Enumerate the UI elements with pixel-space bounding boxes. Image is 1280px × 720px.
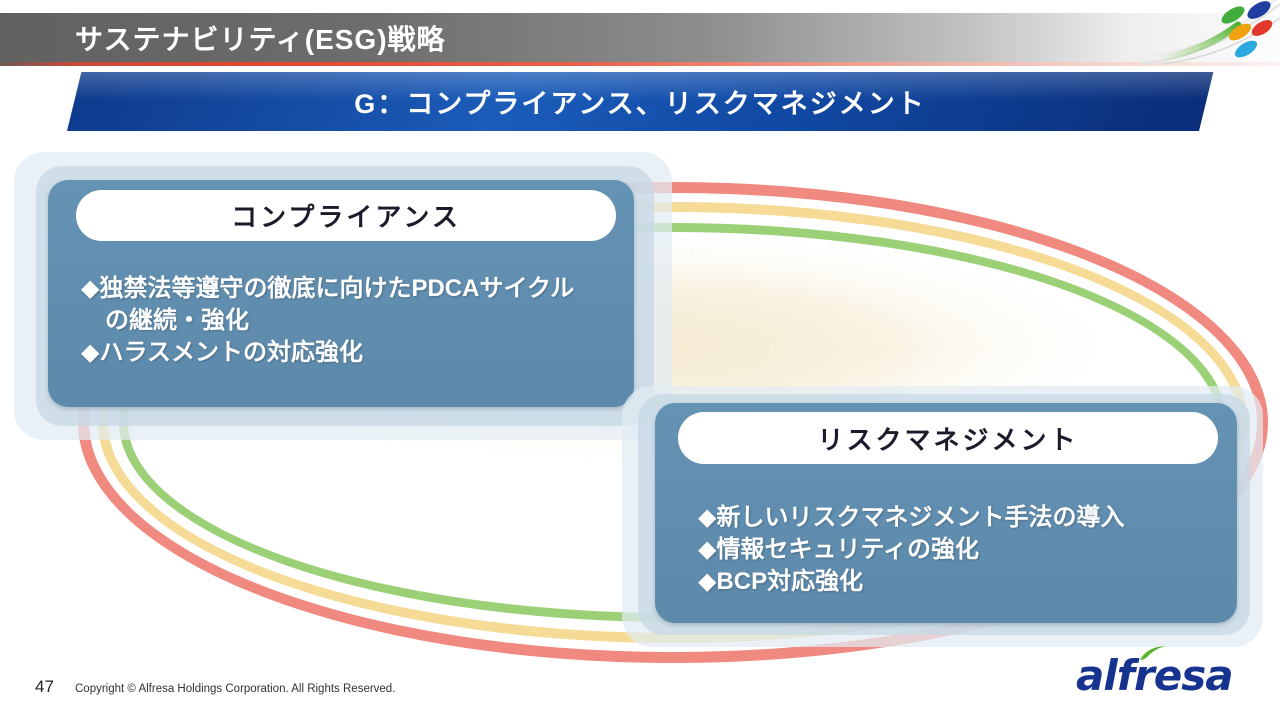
risk-card: リスクマネジメント ◆新しいリスクマネジメント手法の導入 ◆情報セキュリティの強… [655,403,1237,623]
bullet-line: ◆ハラスメントの対応強化 [81,339,363,366]
leaf-icon-red [1251,20,1273,36]
compliance-card-bullets: ◆独禁法等遵守の徹底に向けたPDCAサイクル の継続・強化 ◆ハラスメントの対応… [81,273,628,369]
alfresa-emblem-graphic [1140,0,1280,64]
page-number: 47 [35,677,54,696]
risk-card-title: リスクマネジメント [678,412,1218,464]
alfresa-logo-text: alfresa [1076,651,1234,700]
leaf-icons [1221,1,1273,58]
leaf-icon-cyan [1234,40,1258,58]
bullet-line: の継続・強化 [105,307,249,334]
section-banner: G：コンプライアンス、リスクマネジメント [67,72,1214,131]
alfresa-logo: alfresa [1076,646,1236,704]
bullet-line: ◆独禁法等遵守の徹底に向けたPDCAサイクル [81,275,575,302]
leaf-icon [1140,646,1165,660]
header-bar: サステナビリティ(ESG)戦略 [0,13,1280,62]
header-underline-accent [0,62,1280,66]
section-banner-title: G：コンプライアンス、リスクマネジメント [354,89,926,119]
compliance-card-title: コンプライアンス [76,190,616,241]
risk-card-bullets: ◆新しいリスクマネジメント手法の導入 ◆情報セキュリティの強化 ◆BCP対応強化 [698,502,1231,598]
bullet-line: ◆新しいリスクマネジメント手法の導入 [698,504,1125,531]
green-swoosh [1154,21,1242,64]
page-title: サステナビリティ(ESG)戦略 [75,23,446,55]
copyright-text: Copyright © Alfresa Holdings Corporation… [75,683,396,695]
compliance-card: コンプライアンス ◆独禁法等遵守の徹底に向けたPDCAサイクル の継続・強化 ◆… [48,180,634,407]
bullet-line: ◆BCP対応強化 [698,568,864,595]
leaf-icon-navy [1247,1,1271,19]
bullet-line: ◆情報セキュリティの強化 [698,536,980,563]
leaf-icon-green [1221,6,1245,24]
leaf-icon-yellow [1228,23,1252,41]
